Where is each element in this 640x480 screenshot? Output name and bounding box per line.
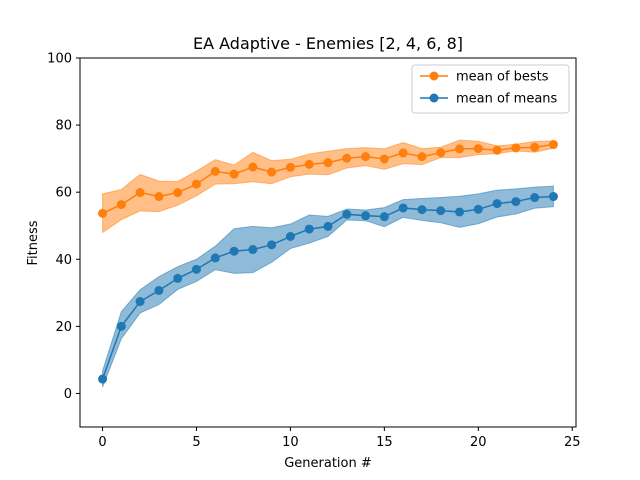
point-mean-of-bests [116,200,126,210]
point-mean-of-means [135,297,145,307]
y-tick-label: 40 [55,253,72,268]
point-mean-of-bests [210,166,220,176]
y-axis-label: Fitness [26,220,41,265]
point-mean-of-means [398,203,408,213]
point-mean-of-means [173,273,183,283]
point-mean-of-means [492,199,502,209]
x-tick-label: 15 [376,435,393,450]
point-mean-of-bests [417,152,427,162]
x-tick-label: 0 [98,435,106,450]
point-mean-of-bests [267,167,277,177]
point-mean-of-bests [455,144,465,154]
point-mean-of-bests [248,162,258,172]
legend: mean of bests mean of means [411,64,570,114]
point-mean-of-means [98,374,108,384]
y-axis: 0 20 40 60 80 100 [47,52,80,402]
point-mean-of-means [323,221,333,231]
point-mean-of-means [361,211,371,221]
point-mean-of-bests [135,188,145,198]
point-mean-of-means [191,264,201,274]
point-mean-of-means [511,197,521,207]
point-mean-of-means [116,321,126,331]
point-mean-of-bests [191,179,201,189]
point-mean-of-means [473,204,483,214]
y-tick-label: 60 [55,186,72,201]
legend-label: mean of bests [456,70,549,85]
point-mean-of-bests [379,154,389,164]
x-tick-label: 5 [192,435,200,450]
point-mean-of-bests [323,158,333,168]
point-mean-of-bests [511,143,521,153]
y-tick-label: 0 [64,387,72,402]
legend-marker [429,93,439,103]
point-mean-of-means [342,209,352,219]
x-tick-label: 25 [564,435,581,450]
point-mean-of-bests [285,162,295,172]
point-mean-of-bests [473,144,483,154]
point-mean-of-bests [530,142,540,152]
point-mean-of-bests [548,140,558,150]
plot-frame [79,57,577,428]
point-mean-of-means [455,207,465,217]
point-mean-of-means [436,206,446,216]
point-mean-of-bests [398,148,408,158]
x-axis: 0 5 10 15 20 25 [98,427,581,450]
point-mean-of-bests [436,148,446,158]
x-axis-label: Generation # [284,456,372,471]
point-mean-of-means [229,246,239,256]
point-mean-of-means [530,193,540,203]
point-mean-of-means [379,212,389,222]
y-tick-label: 80 [55,119,72,134]
point-mean-of-means [304,224,314,234]
legend-marker [429,71,439,81]
point-mean-of-bests [154,192,164,202]
point-mean-of-means [548,192,558,202]
series-points [98,140,558,384]
point-mean-of-bests [229,169,239,179]
point-mean-of-bests [304,159,314,169]
x-tick-label: 10 [282,435,299,450]
point-mean-of-bests [492,145,502,155]
point-mean-of-means [154,285,164,295]
y-tick-label: 100 [47,52,72,67]
legend-label: mean of means [456,92,558,107]
point-mean-of-bests [361,152,371,162]
point-mean-of-bests [98,208,108,218]
point-mean-of-bests [342,153,352,163]
point-mean-of-means [248,245,258,255]
point-mean-of-bests [173,188,183,198]
point-mean-of-means [285,231,295,241]
legend-box [411,64,570,114]
chart-title: EA Adaptive - Enemies [2, 4, 6, 8] [193,34,463,53]
point-mean-of-means [210,253,220,263]
point-mean-of-means [267,240,277,250]
x-tick-label: 20 [470,435,487,450]
point-mean-of-means [417,205,427,215]
y-tick-label: 20 [55,320,72,335]
